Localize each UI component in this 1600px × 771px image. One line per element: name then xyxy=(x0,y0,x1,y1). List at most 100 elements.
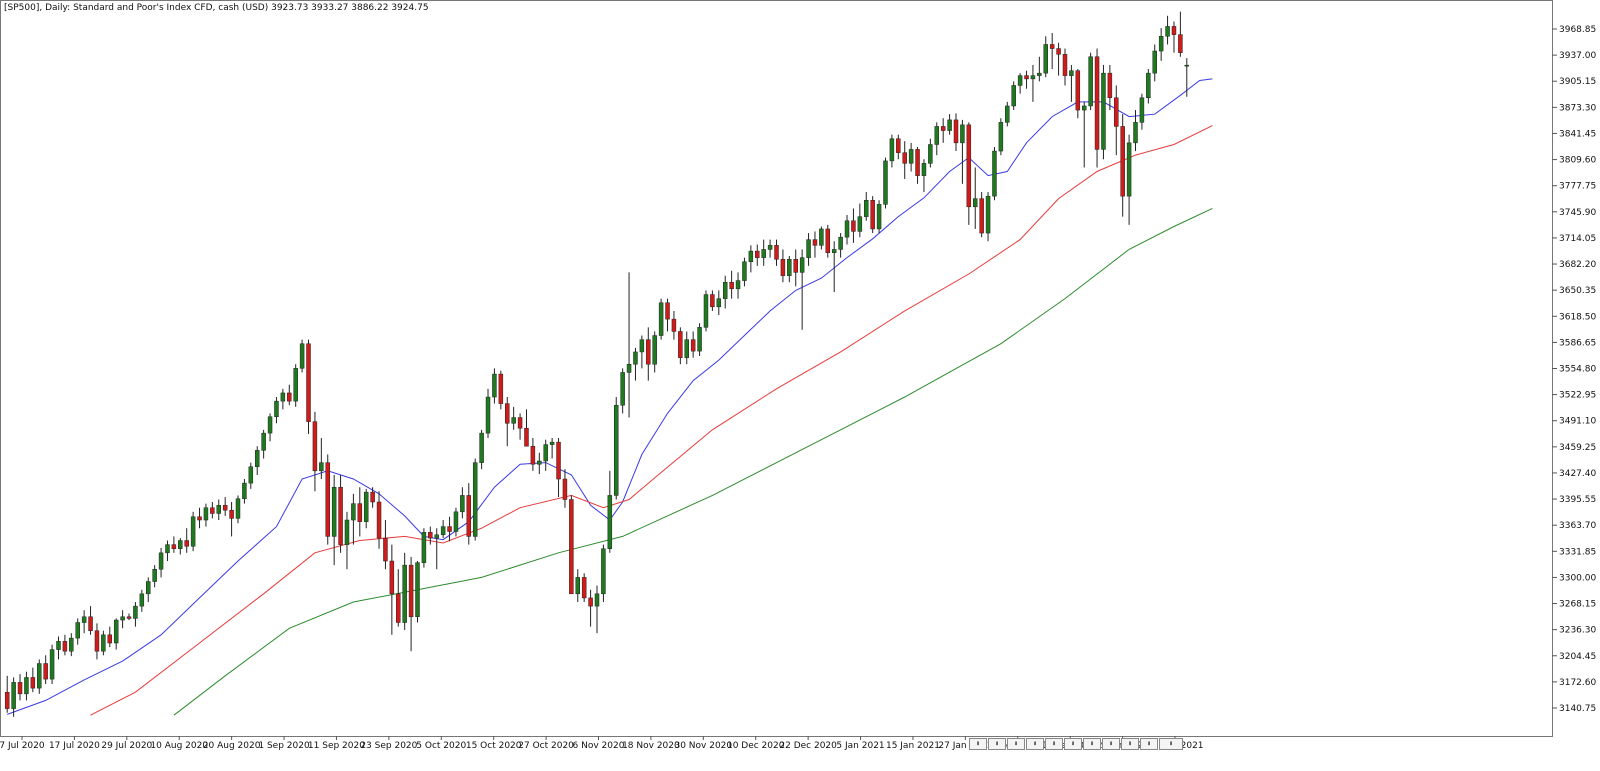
candle-body-bull xyxy=(280,392,286,402)
chart-tab[interactable]: ▮ xyxy=(1064,738,1082,750)
candle-body-bear xyxy=(517,417,523,429)
candle-body-bull xyxy=(735,280,741,290)
candle-body-bear xyxy=(325,462,330,537)
candle xyxy=(671,310,677,340)
chart-header-text: [SP500], Daily: Standard and Poor's Inde… xyxy=(4,3,429,13)
candle-body-bull xyxy=(998,122,1004,152)
candle xyxy=(1178,11,1183,57)
candle xyxy=(287,384,292,406)
candle xyxy=(178,538,183,555)
candle xyxy=(812,231,818,258)
candle-body-bull xyxy=(767,245,773,250)
y-tick-label: 3745.90 xyxy=(1559,208,1596,218)
candle xyxy=(139,589,145,612)
chart-tab[interactable]: ▮ xyxy=(1140,738,1158,750)
candle-body-bear xyxy=(915,149,920,176)
candle xyxy=(1120,114,1125,217)
candle-body-bear xyxy=(30,677,36,689)
chart-tab[interactable]: ▮ xyxy=(1007,738,1025,750)
candle-body-bull xyxy=(1081,105,1087,111)
candle-body-bull xyxy=(857,216,863,232)
candle xyxy=(678,327,683,365)
candle-body-bear xyxy=(1114,97,1119,127)
candle-body-bull xyxy=(658,302,664,336)
chart-tab[interactable]: ▮ xyxy=(1083,738,1101,750)
candle xyxy=(607,470,613,553)
candle xyxy=(1171,21,1177,53)
chart-tab[interactable]: ▮ xyxy=(1045,738,1063,750)
chart-tab[interactable]: ▮ xyxy=(1102,738,1120,750)
candle-body-bear xyxy=(408,564,414,618)
candle xyxy=(1017,73,1023,94)
candle-body-bull xyxy=(415,562,420,618)
candle-body-bull xyxy=(652,335,657,365)
candle xyxy=(17,674,23,701)
candle-body-bear xyxy=(581,577,587,599)
candle-body-bull xyxy=(928,144,933,164)
candle xyxy=(107,626,113,648)
candle-body-bull xyxy=(992,150,997,197)
candle-body-bull xyxy=(620,372,625,406)
x-tick-label: 15 Jan 2021 xyxy=(886,741,940,751)
candle xyxy=(440,520,446,539)
candle xyxy=(402,552,407,630)
candle xyxy=(472,458,478,541)
candle xyxy=(517,413,523,440)
chart-tab[interactable]: ▮ xyxy=(969,738,987,750)
candle-body-bear xyxy=(357,503,363,522)
candle-body-bear xyxy=(665,302,670,320)
candle-body-bear xyxy=(184,540,189,547)
candle xyxy=(216,499,221,521)
chart-tab[interactable]: ▮ xyxy=(1121,738,1139,750)
candle xyxy=(940,118,946,143)
candle xyxy=(966,122,972,225)
y-tick-label: 3586.65 xyxy=(1559,338,1596,348)
candle-body-bull xyxy=(761,249,766,258)
candle xyxy=(806,233,811,266)
moving-average-mid xyxy=(90,125,1213,716)
candle xyxy=(780,249,786,283)
candle-body-bull xyxy=(479,432,484,463)
candle xyxy=(146,577,151,603)
candle xyxy=(1094,48,1100,168)
candle xyxy=(94,623,100,660)
candle-body-bull xyxy=(139,593,145,607)
candle-body-bear xyxy=(1171,26,1177,35)
candle-body-bear xyxy=(396,593,401,623)
candle xyxy=(985,192,991,242)
candle-body-bear xyxy=(940,126,946,131)
x-tick-label: 27 Jan 2021 xyxy=(938,741,992,751)
chart-tab[interactable]: ▮ xyxy=(988,738,1006,750)
candle-body-bull xyxy=(908,149,914,164)
candle xyxy=(43,655,48,685)
candle-body-bear xyxy=(171,544,177,549)
chart-tab[interactable]: ▮ xyxy=(1159,738,1183,750)
candle-body-bear xyxy=(1075,70,1081,111)
candle-body-bull xyxy=(838,236,843,250)
candle xyxy=(1075,69,1081,119)
candle xyxy=(293,364,298,407)
candle-body-bull xyxy=(549,441,555,445)
candle xyxy=(165,540,170,562)
candle-body-bear xyxy=(4,691,10,709)
candle xyxy=(947,114,952,135)
candle-body-bull xyxy=(37,663,42,689)
candle xyxy=(588,589,593,627)
candle xyxy=(447,516,452,542)
candle-body-bear xyxy=(562,478,568,500)
candle xyxy=(742,257,747,287)
candle-body-bull xyxy=(722,281,728,299)
candle-body-bull xyxy=(1005,105,1010,123)
y-tick-label: 3618.50 xyxy=(1559,312,1596,322)
candle xyxy=(370,487,375,508)
chart-tab[interactable]: ▮ xyxy=(1026,738,1044,750)
candle xyxy=(344,511,350,570)
candle xyxy=(1011,81,1016,111)
candle-body-bear xyxy=(370,491,375,503)
candle xyxy=(960,119,965,184)
candle-body-bear xyxy=(1024,75,1029,80)
candle xyxy=(1152,44,1157,82)
x-tick-label: 10 Dec 2020 xyxy=(727,741,785,751)
candle-body-bear xyxy=(17,682,23,695)
